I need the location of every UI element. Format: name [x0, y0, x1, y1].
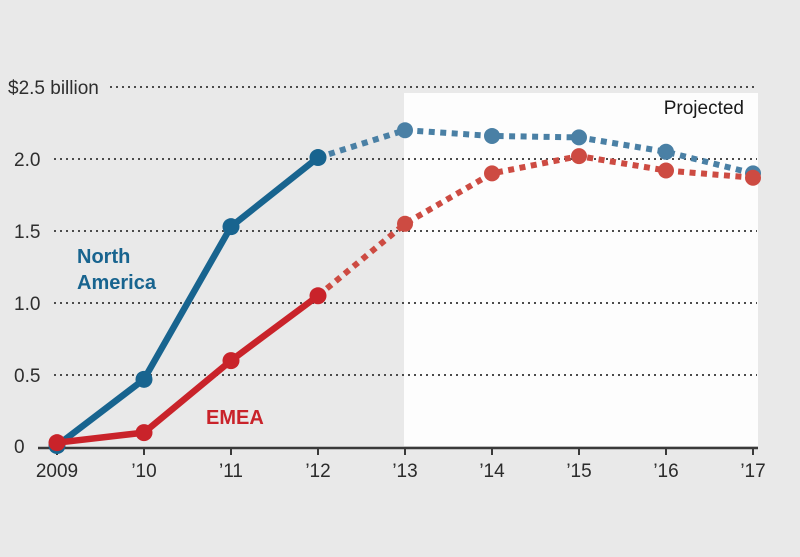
data-point-emea-2009: [48, 434, 66, 452]
data-point-north-america-2010: [135, 370, 153, 388]
projected-region: [404, 93, 758, 446]
data-point-north-america-2013: [397, 122, 413, 139]
data-point-emea-2011: [222, 352, 240, 370]
data-point-emea-2010: [135, 424, 153, 442]
series-line-north-america-projected: [317, 127, 754, 177]
data-point-north-america-2011: [222, 218, 240, 236]
x-axis-label-17: ’17: [740, 461, 765, 482]
y-axis-label-2-5-billion: $2.5 billion: [8, 78, 99, 99]
x-axis-label-10: ’10: [131, 461, 156, 482]
y-axis-label-1-5: 1.5: [14, 222, 40, 243]
series-label-north-america-line1: North: [77, 246, 130, 268]
data-point-emea-2017: [745, 169, 761, 186]
x-axis-label-16: ’16: [653, 461, 678, 482]
data-point-emea-2016: [658, 162, 674, 179]
series-label-emea: EMEA: [206, 407, 264, 429]
data-point-emea-2012: [309, 287, 327, 305]
x-axis-label-14: ’14: [479, 461, 505, 482]
series-layer: [48, 122, 761, 455]
x-axis-label-15: ’15: [566, 461, 591, 482]
x-axis-label-12: ’12: [305, 461, 330, 482]
y-axis-label-0-5: 0.5: [14, 366, 40, 387]
x-axis-label-11: ’11: [219, 461, 243, 482]
series-line-north-america-actual: [53, 154, 322, 449]
x-axis-label-2009: 2009: [36, 461, 78, 482]
data-point-north-america-2014: [484, 127, 500, 144]
data-point-north-america-2012: [309, 149, 327, 167]
series-label-north-america: North America: [77, 246, 157, 294]
x-axis-label-13: ’13: [392, 461, 417, 482]
x-axis-layer: [38, 446, 758, 455]
data-point-emea-2013: [397, 215, 413, 232]
y-axis-label-2-0: 2.0: [14, 150, 40, 171]
series-label-north-america-line2: America: [77, 272, 157, 294]
data-point-north-america-2016: [658, 143, 674, 160]
data-point-emea-2015: [571, 148, 587, 165]
series-line-emea-actual: [53, 292, 322, 446]
data-point-north-america-2015: [571, 129, 587, 146]
y-axis-label-0: 0: [14, 437, 25, 458]
projected-label: Projected: [664, 98, 744, 119]
y-axis-label-1-0: 1.0: [14, 294, 40, 315]
series-line-emea-projected: [316, 153, 754, 299]
data-point-emea-2014: [484, 165, 500, 182]
